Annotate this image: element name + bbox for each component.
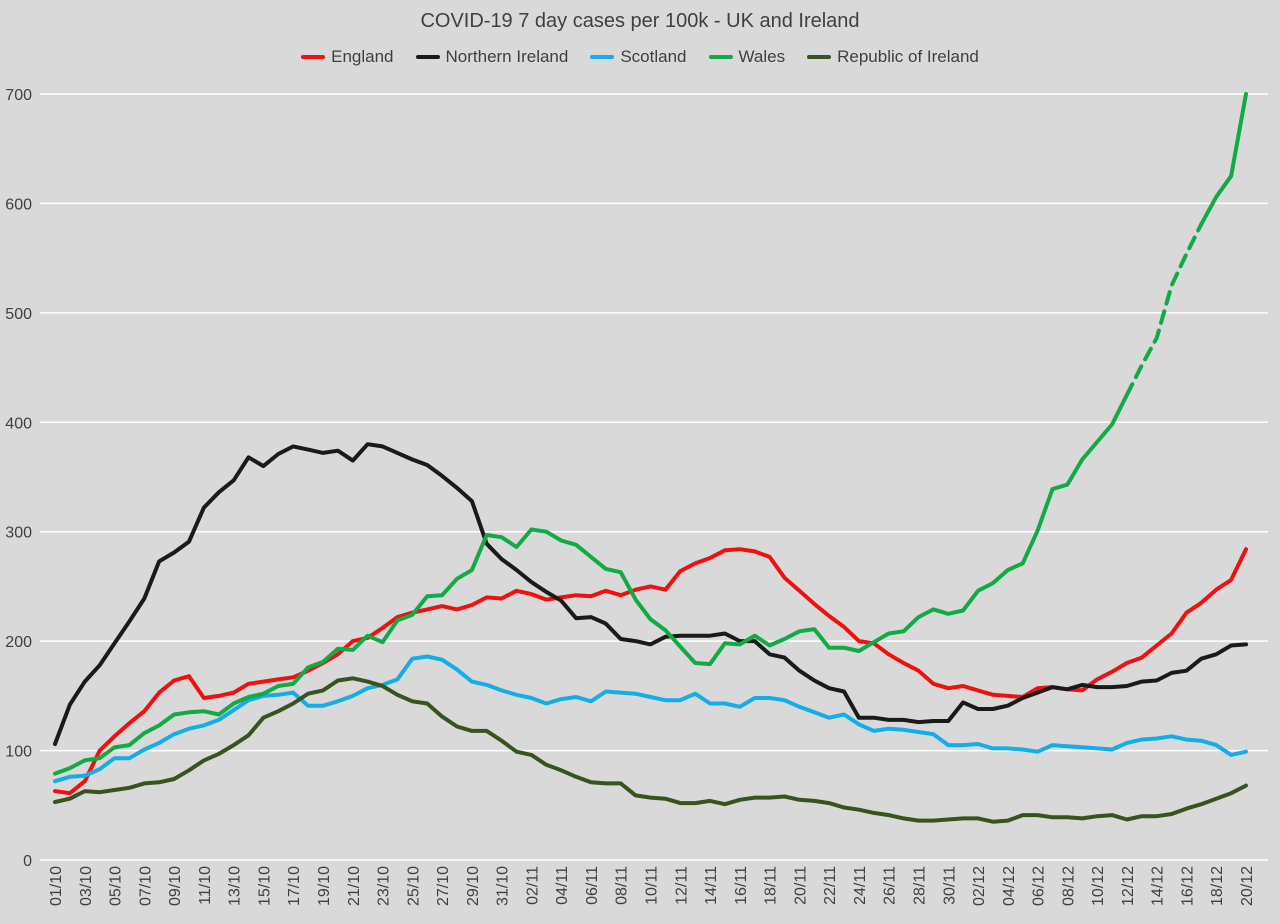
y-tick-label: 0 bbox=[23, 853, 32, 870]
series-line-wales bbox=[1199, 92, 1248, 227]
series-line-northern-ireland bbox=[53, 442, 1248, 746]
y-tick-label: 500 bbox=[5, 306, 32, 323]
chart-title: COVID-19 7 day cases per 100k - UK and I… bbox=[420, 10, 860, 32]
x-tick-label: 02/12 bbox=[971, 866, 988, 906]
x-tick-label: 08/11 bbox=[614, 866, 631, 905]
x-tick-label: 30/11 bbox=[941, 866, 958, 905]
x-tick-label: 04/12 bbox=[1001, 866, 1018, 906]
x-tick-label: 20/12 bbox=[1239, 866, 1256, 906]
series-line-dashed-wales bbox=[1124, 222, 1204, 397]
y-tick-label: 400 bbox=[5, 415, 32, 432]
x-tick-label: 22/11 bbox=[822, 866, 839, 905]
x-tick-label: 11/10 bbox=[197, 866, 214, 905]
x-tick-label: 09/10 bbox=[167, 866, 184, 906]
series-republic-of-ireland bbox=[53, 676, 1248, 824]
y-tick-label: 100 bbox=[5, 744, 32, 761]
legend-swatch bbox=[708, 55, 733, 59]
legend-label: Republic of Ireland bbox=[837, 47, 979, 66]
x-tick-label: 06/11 bbox=[584, 866, 601, 905]
x-tick-label: 04/11 bbox=[554, 866, 571, 905]
x-tick-label: 28/11 bbox=[911, 866, 928, 905]
x-tick-label: 12/12 bbox=[1120, 866, 1137, 906]
x-tick-label: 21/10 bbox=[346, 866, 363, 906]
y-tick-label: 200 bbox=[5, 634, 32, 651]
x-tick-label: 18/12 bbox=[1209, 866, 1226, 906]
legend-item-northern-ireland: Northern Ireland bbox=[415, 47, 569, 67]
y-tick-label: 600 bbox=[5, 196, 32, 213]
x-tick-label: 15/10 bbox=[256, 866, 273, 906]
x-tick-label: 10/11 bbox=[644, 866, 661, 905]
x-tick-label: 03/10 bbox=[78, 866, 95, 906]
x-tick-label: 10/12 bbox=[1090, 866, 1107, 906]
x-tick-label: 29/10 bbox=[465, 866, 482, 906]
x-tick-label: 16/11 bbox=[733, 866, 750, 905]
x-tick-label: 31/10 bbox=[495, 866, 512, 906]
series-northern-ireland bbox=[53, 442, 1248, 746]
x-tick-label: 27/10 bbox=[435, 866, 452, 906]
legend-label: Northern Ireland bbox=[445, 47, 569, 66]
x-tick-label: 05/10 bbox=[108, 866, 125, 906]
series-line-scotland bbox=[53, 654, 1248, 784]
x-tick-label: 06/12 bbox=[1031, 866, 1048, 906]
x-tick-label: 02/11 bbox=[524, 866, 541, 905]
legend-swatch bbox=[590, 55, 615, 59]
x-tick-label: 17/10 bbox=[286, 866, 303, 906]
legend-swatch bbox=[301, 55, 326, 59]
x-tick-label: 14/11 bbox=[703, 866, 720, 905]
legend-item-wales: Wales bbox=[708, 47, 786, 67]
x-tick-label: 08/12 bbox=[1060, 866, 1077, 906]
series-line-england bbox=[53, 547, 1248, 796]
x-tick-label: 24/11 bbox=[852, 866, 869, 905]
legend-label: England bbox=[331, 47, 394, 66]
legend-swatch bbox=[415, 55, 440, 59]
x-tick-label: 25/10 bbox=[405, 866, 422, 906]
legend: England Northern Ireland Scotland Wales Repu… bbox=[0, 47, 1280, 67]
x-tick-label: 23/10 bbox=[376, 866, 393, 906]
legend-item-england: England bbox=[301, 47, 394, 67]
x-tick-label: 13/10 bbox=[227, 866, 244, 906]
series-wales bbox=[53, 92, 1248, 776]
x-tick-label: 07/10 bbox=[137, 866, 154, 906]
series-line-republic-of-ireland bbox=[53, 676, 1248, 824]
legend-item-republic-of-ireland: Republic of Ireland bbox=[807, 47, 979, 67]
legend-label: Scotland bbox=[620, 47, 687, 66]
x-tick-label: 12/11 bbox=[673, 866, 690, 905]
legend-swatch bbox=[807, 55, 832, 59]
x-tick-label: 19/10 bbox=[316, 866, 333, 906]
x-tick-label: 16/12 bbox=[1179, 866, 1196, 906]
x-tick-label: 01/10 bbox=[48, 866, 65, 906]
y-tick-label: 300 bbox=[5, 525, 32, 542]
series-line-wales bbox=[53, 392, 1129, 776]
series-scotland bbox=[53, 654, 1248, 784]
x-tick-label: 20/11 bbox=[792, 866, 809, 905]
y-tick-label: 700 bbox=[5, 87, 32, 104]
legend-item-scotland: Scotland bbox=[590, 47, 687, 67]
x-tick-label: 14/12 bbox=[1150, 866, 1167, 906]
x-tick-label: 18/11 bbox=[763, 866, 780, 905]
series-england bbox=[53, 547, 1248, 796]
x-tick-label: 26/11 bbox=[882, 866, 899, 905]
legend-label: Wales bbox=[738, 47, 786, 66]
